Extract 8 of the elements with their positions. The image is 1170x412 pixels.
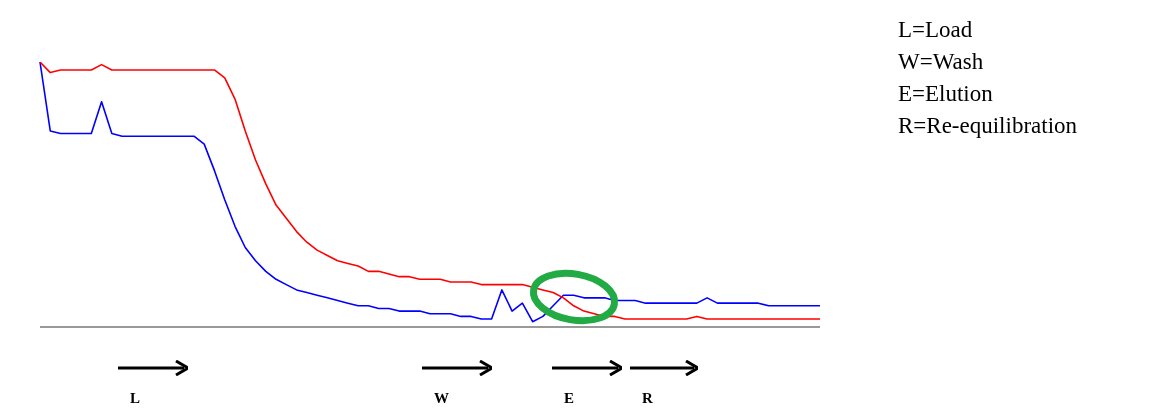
text: E xyxy=(564,390,575,407)
text: W xyxy=(434,390,449,407)
text: E=Elution xyxy=(898,80,994,108)
text: R=Re-equilibration xyxy=(898,112,1078,140)
text: W=Wash xyxy=(898,48,985,76)
text: L xyxy=(130,390,141,407)
text: L=Load xyxy=(898,16,974,44)
text: R xyxy=(642,390,653,407)
